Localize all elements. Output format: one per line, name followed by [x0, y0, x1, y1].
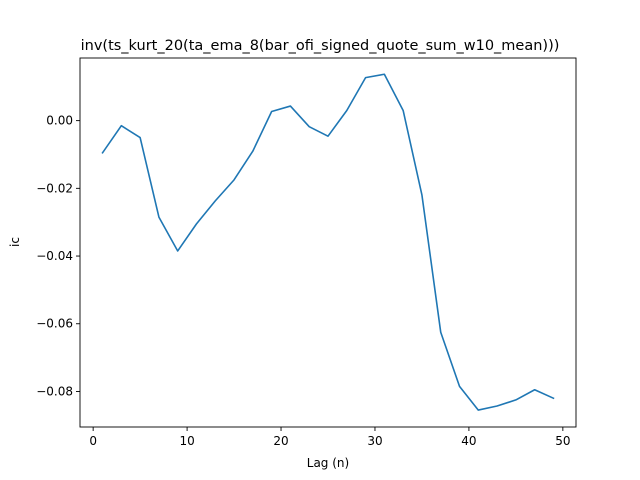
x-tick-label: 40	[461, 434, 476, 448]
x-tick-label: 20	[273, 434, 288, 448]
y-tick-label: 0.00	[46, 114, 73, 128]
x-axis-label: Lag (n)	[307, 456, 349, 470]
y-axis-label: ic	[8, 237, 22, 247]
series-line-1	[101, 73, 555, 411]
x-tick-label: 30	[367, 434, 382, 448]
y-tick-label: −0.08	[36, 384, 73, 398]
y-tick-label: −0.02	[36, 181, 73, 195]
plot-frame	[79, 57, 577, 428]
y-tick-label: −0.04	[36, 249, 73, 263]
y-tick-label: −0.06	[36, 317, 73, 331]
x-tick-label: 0	[89, 434, 97, 448]
x-tick-label: 10	[179, 434, 194, 448]
x-tick-label: 50	[555, 434, 570, 448]
chart-title: inv(ts_kurt_20(ta_ema_8(bar_ofi_signed_q…	[81, 38, 560, 54]
plot-area: 0 10 20 30 40 50 0.00 −0.02 −0.04 −0.06 −0.08	[36, 57, 577, 448]
